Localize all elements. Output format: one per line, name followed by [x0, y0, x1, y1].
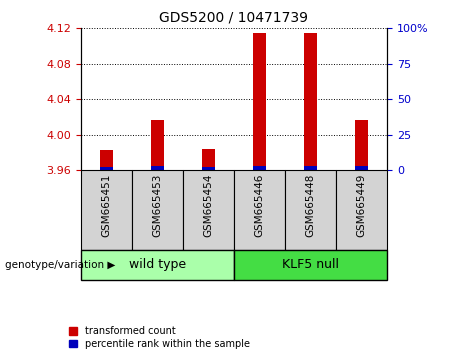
Text: GSM665454: GSM665454 [203, 174, 213, 237]
Bar [304, 33, 317, 170]
Text: GSM665453: GSM665453 [152, 174, 162, 237]
Title: GDS5200 / 10471739: GDS5200 / 10471739 [160, 10, 308, 24]
Bar [100, 149, 112, 170]
Bar [304, 166, 317, 170]
Bar [151, 166, 164, 170]
Bar [253, 166, 266, 170]
Bar [183, 170, 234, 250]
Bar [151, 120, 164, 170]
Bar [234, 170, 285, 250]
Text: GSM665448: GSM665448 [306, 174, 316, 237]
Bar [202, 149, 215, 170]
Legend: transformed count, percentile rank within the sample: transformed count, percentile rank withi… [70, 326, 250, 349]
Bar [355, 120, 368, 170]
Text: genotype/variation ▶: genotype/variation ▶ [5, 259, 115, 270]
Text: GSM665449: GSM665449 [357, 174, 366, 237]
Bar [253, 33, 266, 170]
Bar [81, 250, 234, 280]
Text: GSM665451: GSM665451 [101, 174, 111, 237]
Bar [285, 170, 336, 250]
Bar [81, 170, 132, 250]
Bar [234, 250, 387, 280]
Bar [336, 170, 387, 250]
Text: KLF5 null: KLF5 null [282, 258, 339, 271]
Bar [132, 170, 183, 250]
Bar [355, 166, 368, 170]
Bar [202, 167, 215, 170]
Text: GSM665446: GSM665446 [254, 174, 265, 237]
Bar [100, 167, 112, 170]
Text: wild type: wild type [129, 258, 186, 271]
